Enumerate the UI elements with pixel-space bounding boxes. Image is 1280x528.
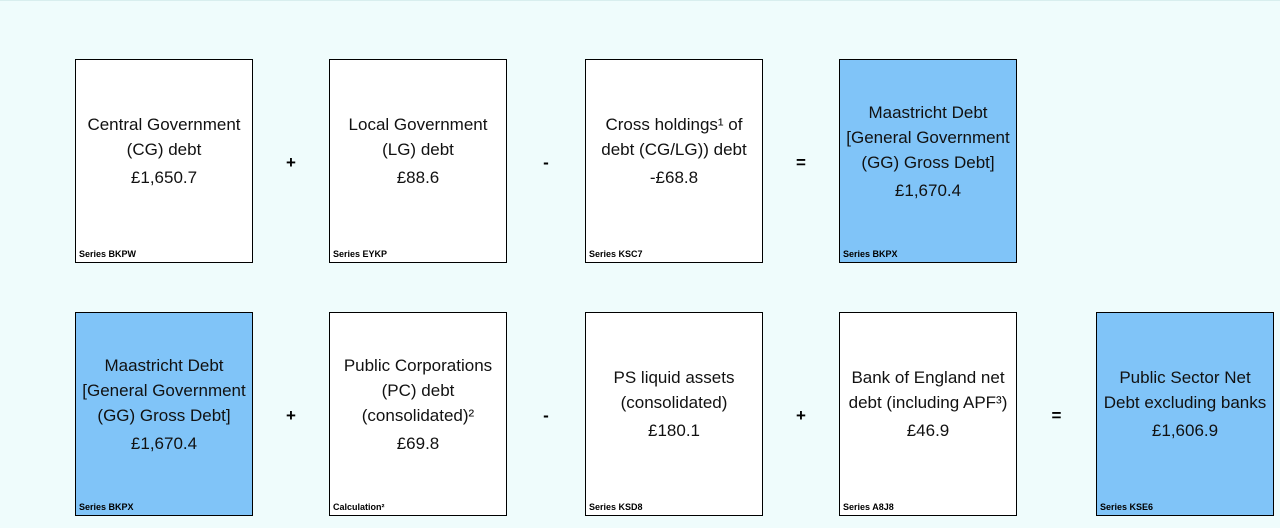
box-label: Central Government (CG) debt xyxy=(87,115,241,159)
box-label: Cross holdings¹ of debt (CG/LG)) debt xyxy=(601,115,747,159)
box: Bank of England net debt (including APF³… xyxy=(839,312,1017,516)
box-value: -£68.8 xyxy=(649,168,699,187)
operator: + xyxy=(286,406,296,425)
series-code: Series KSE6 xyxy=(1100,502,1154,512)
box: Maastricht Debt [General Government (GG)… xyxy=(839,59,1017,263)
box-value: £1,650.7 xyxy=(130,168,198,187)
box-label: Public Corporations (PC) debt (consolida… xyxy=(343,355,493,425)
operator: + xyxy=(286,153,296,172)
box: Local Government (LG) debt £88.6 Series EY… xyxy=(329,59,507,263)
box-value: £46.9 xyxy=(906,421,950,440)
box-label: Public Sector Net Debt excluding banks xyxy=(1103,368,1267,412)
box-content: Central Government (CG) debt £1,650.7 xyxy=(80,60,248,242)
box-content: Bank of England net debt (including APF³… xyxy=(844,313,1012,495)
box-value: £69.8 xyxy=(396,433,440,453)
box-content: PS liquid assets (consolidated) £180.1 xyxy=(590,313,758,495)
series-code: Series BKPX xyxy=(843,249,898,259)
series-code: Series A8J8 xyxy=(843,502,894,512)
series-code: Series BKPX xyxy=(79,502,134,512)
box: Public Corporations (PC) debt (consolida… xyxy=(329,312,507,516)
operator: = xyxy=(1051,406,1062,425)
box-value: £1,670.4 xyxy=(130,433,198,453)
box: Central Government (CG) debt £1,650.7 Seri… xyxy=(75,59,253,263)
operator: - xyxy=(543,406,549,425)
box: Maastricht Debt [General Government (GG)… xyxy=(75,312,253,516)
box-value: £180.1 xyxy=(648,421,700,440)
operator: = xyxy=(796,153,806,172)
box-content: Cross holdings¹ of debt (CG/LG)) debt -£6… xyxy=(590,60,758,242)
box-content: Public Corporations (PC) debt (consolida… xyxy=(334,313,502,495)
series-code: Series KSC7 xyxy=(589,249,643,259)
box-label: PS liquid assets (consolidated) xyxy=(613,368,735,412)
box-value: £1,670.4 xyxy=(894,180,962,200)
box-content: Local Government (LG) debt £88.6 xyxy=(334,60,502,242)
box: Cross holdings¹ of debt (CG/LG)) debt -£6… xyxy=(585,59,763,263)
series-code: Calculation² xyxy=(333,502,385,512)
box-content: Maastricht Debt [General Government (GG)… xyxy=(844,60,1012,242)
box: Public Sector Net Debt excluding banks £1… xyxy=(1096,312,1274,516)
box: PS liquid assets (consolidated) £180.1 Ser… xyxy=(585,312,763,516)
box-label: Maastricht Debt [General Government (GG)… xyxy=(846,102,1010,172)
box-content: Public Sector Net Debt excluding banks £1… xyxy=(1101,313,1269,495)
box-label: Bank of England net debt (including APF³… xyxy=(848,368,1008,412)
series-code: Series EYKP xyxy=(333,249,388,259)
box-label: Local Government (LG) debt xyxy=(348,115,488,159)
operator: + xyxy=(796,406,806,425)
series-code: Series BKPW xyxy=(79,249,137,259)
operator: - xyxy=(543,153,549,172)
box-value: £88.6 xyxy=(396,168,440,187)
series-code: Series KSD8 xyxy=(589,502,643,512)
box-content: Maastricht Debt [General Government (GG)… xyxy=(80,313,248,495)
box-value: £1,606.9 xyxy=(1151,421,1219,440)
box-label: Maastricht Debt [General Government (GG)… xyxy=(82,355,246,425)
